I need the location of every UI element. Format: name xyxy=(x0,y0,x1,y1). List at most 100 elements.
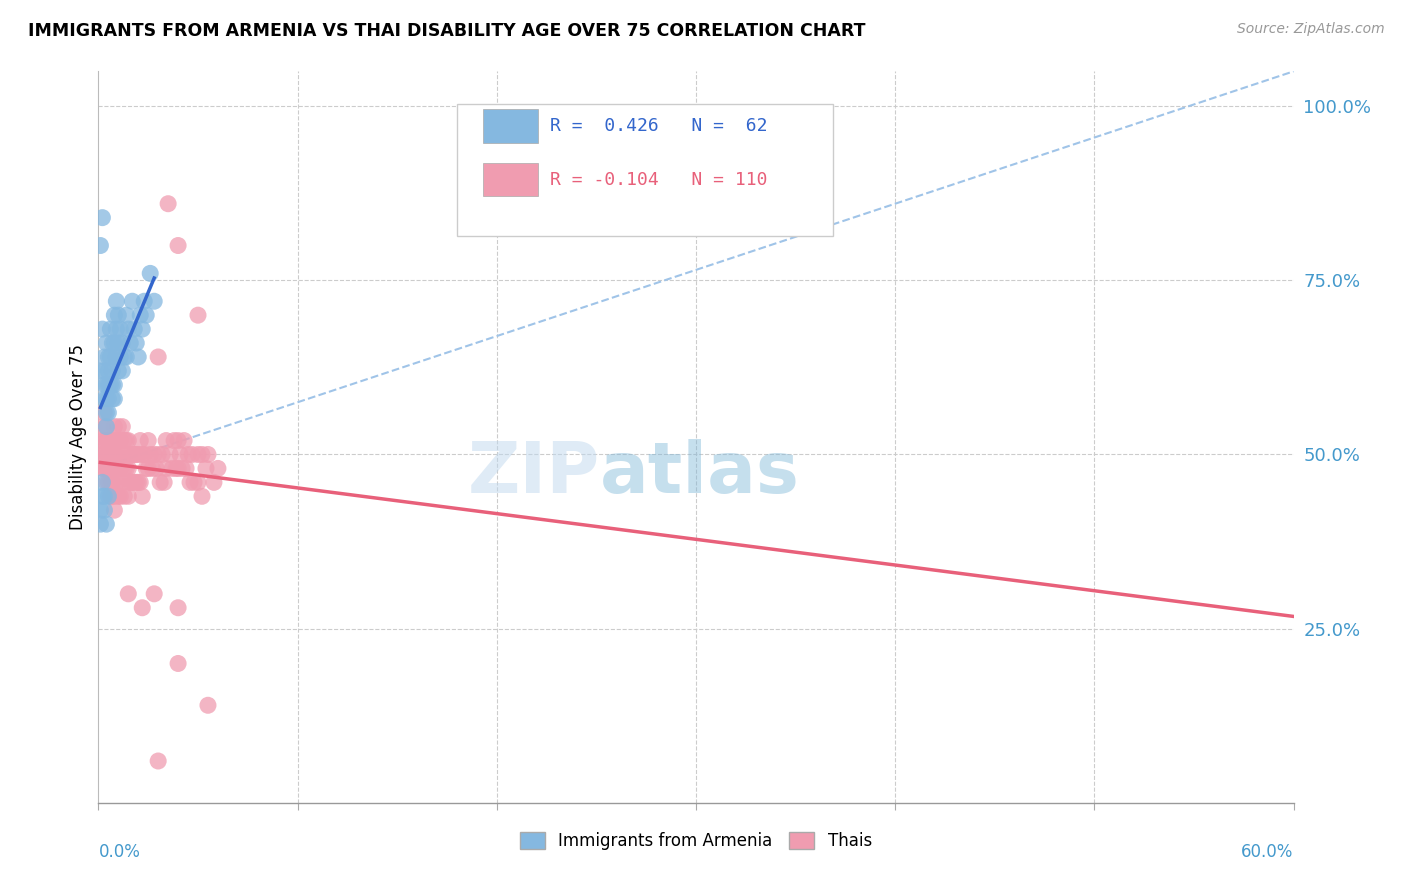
Point xyxy=(110,434,132,448)
Point xyxy=(207,461,229,475)
Point xyxy=(96,448,118,462)
Point xyxy=(131,322,153,336)
Text: 60.0%: 60.0% xyxy=(1241,843,1294,861)
Point xyxy=(97,434,120,448)
Point xyxy=(129,475,152,490)
Point xyxy=(115,434,138,448)
Point xyxy=(101,392,124,406)
Point xyxy=(96,336,118,351)
Point xyxy=(179,475,201,490)
Point xyxy=(101,461,124,475)
Point xyxy=(101,475,124,490)
Point xyxy=(125,448,148,462)
Point xyxy=(103,503,125,517)
Point xyxy=(195,461,218,475)
Point xyxy=(157,196,180,211)
Point xyxy=(105,350,128,364)
Point xyxy=(135,461,157,475)
Point xyxy=(98,434,122,448)
Point xyxy=(97,377,120,392)
Point xyxy=(136,434,159,448)
Point xyxy=(101,448,124,462)
Point xyxy=(89,238,111,252)
Point xyxy=(93,350,115,364)
Point xyxy=(96,461,118,475)
Point xyxy=(148,754,170,768)
Point xyxy=(105,294,128,309)
FancyBboxPatch shape xyxy=(484,110,538,143)
Point xyxy=(105,475,128,490)
Point xyxy=(105,448,128,462)
FancyBboxPatch shape xyxy=(484,162,538,196)
Point xyxy=(98,461,122,475)
Point xyxy=(101,434,124,448)
Point xyxy=(143,587,166,601)
Point xyxy=(107,336,129,351)
Point xyxy=(96,392,118,406)
Point xyxy=(125,475,148,490)
Point xyxy=(91,448,114,462)
Point xyxy=(160,461,183,475)
Point xyxy=(107,489,129,503)
Point xyxy=(96,517,118,532)
Point xyxy=(197,698,219,713)
Point xyxy=(117,461,139,475)
Point xyxy=(93,406,115,420)
Point xyxy=(110,489,132,503)
Point xyxy=(96,406,118,420)
Point xyxy=(115,461,138,475)
Point xyxy=(91,211,114,225)
Point xyxy=(163,434,186,448)
Point xyxy=(97,406,120,420)
Point xyxy=(98,489,122,503)
Point xyxy=(117,587,139,601)
Point xyxy=(167,657,190,671)
Point xyxy=(91,419,114,434)
Point xyxy=(96,419,118,434)
Point xyxy=(191,489,214,503)
Point xyxy=(107,308,129,322)
Point xyxy=(117,489,139,503)
Point xyxy=(139,266,162,280)
Point xyxy=(131,600,153,615)
Point xyxy=(110,350,132,364)
Point xyxy=(149,475,172,490)
Point xyxy=(110,322,132,336)
Point xyxy=(93,489,115,503)
Point xyxy=(115,350,138,364)
Point xyxy=(89,517,111,532)
Text: Source: ZipAtlas.com: Source: ZipAtlas.com xyxy=(1237,22,1385,37)
Point xyxy=(202,475,225,490)
Point xyxy=(112,461,135,475)
Point xyxy=(93,434,115,448)
Point xyxy=(124,475,146,490)
Text: atlas: atlas xyxy=(600,439,800,508)
Point xyxy=(97,350,120,364)
Point xyxy=(97,392,120,406)
Point xyxy=(98,448,122,462)
Point xyxy=(117,434,139,448)
Point xyxy=(112,350,135,364)
Point xyxy=(97,461,120,475)
Point xyxy=(105,322,128,336)
Point xyxy=(125,336,148,351)
Point xyxy=(172,461,194,475)
Point xyxy=(187,448,209,462)
Point xyxy=(107,419,129,434)
Point xyxy=(91,461,114,475)
Point xyxy=(174,461,197,475)
Point xyxy=(107,475,129,490)
Point xyxy=(181,448,204,462)
Point xyxy=(103,377,125,392)
Point xyxy=(103,461,125,475)
Point xyxy=(177,448,200,462)
Point xyxy=(135,308,157,322)
Point xyxy=(127,350,149,364)
Point xyxy=(115,308,138,322)
Point xyxy=(98,475,122,490)
Point xyxy=(121,475,143,490)
Point xyxy=(96,434,118,448)
Point xyxy=(167,600,190,615)
Point xyxy=(120,448,142,462)
Point xyxy=(111,364,134,378)
